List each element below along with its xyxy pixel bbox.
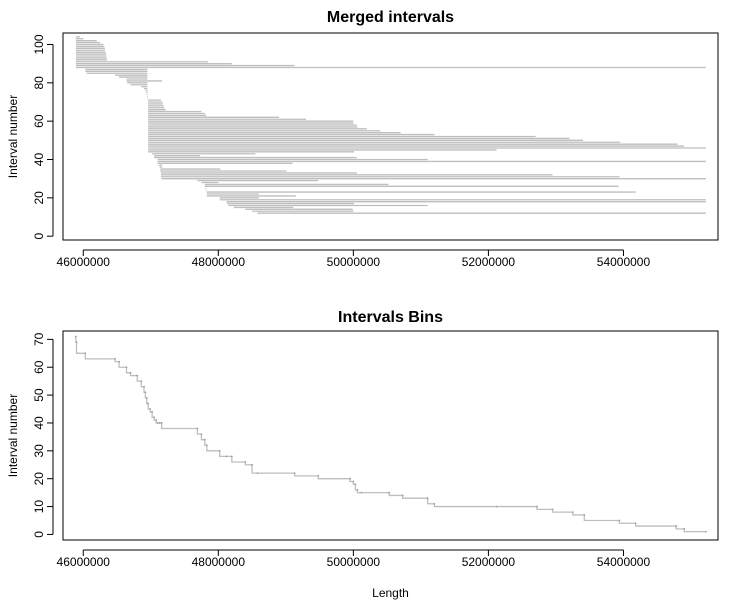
chart-panel-2: Intervals Bins 46000000 48000000 50000000 52…: [6, 309, 719, 600]
x-axis: 46000000 48000000 50000000 52000000 54000000: [57, 249, 651, 269]
bin-point: [360, 491, 363, 494]
y-axis: 0 10 20 30 40 50 60 70: [32, 332, 54, 538]
bin-point: [634, 522, 637, 525]
y-tick-label: 20: [32, 472, 46, 486]
bin-point: [205, 444, 208, 447]
y-tick-label: 20: [32, 191, 46, 205]
x-tick-label: 46000000: [57, 555, 111, 569]
bin-point: [356, 488, 359, 491]
bin-point: [144, 391, 147, 394]
bin-point: [151, 410, 154, 413]
bin-point: [571, 511, 574, 514]
bin-point: [354, 483, 357, 486]
y-axis-label: Interval number: [6, 95, 20, 178]
bin-point: [147, 402, 149, 405]
data-marks: [74, 335, 707, 533]
x-tick-label: 52000000: [462, 555, 516, 569]
bin-point: [200, 433, 203, 436]
bin-point: [230, 455, 233, 458]
y-tick-label: 60: [32, 360, 46, 374]
bin-point: [118, 360, 120, 363]
bin-point: [704, 530, 707, 533]
bin-point: [74, 335, 77, 338]
bin-point: [583, 514, 586, 516]
plot-frame: [62, 330, 719, 541]
x-tick-label: 48000000: [192, 555, 246, 569]
x-tick-label: 50000000: [327, 255, 381, 269]
bin-point: [158, 422, 161, 424]
bin-point: [618, 519, 621, 522]
x-tick-label: 50000000: [327, 555, 381, 569]
chart-title: Merged intervals: [327, 9, 454, 26]
chart-panel-1: Merged intervals 46000000 48000000 50000000…: [6, 9, 719, 269]
y-tick-label: 50: [32, 388, 46, 402]
y-tick-label: 100: [32, 34, 46, 54]
bin-point: [140, 380, 143, 383]
bin-point: [160, 422, 163, 424]
bin-point: [225, 455, 228, 458]
bin-point: [156, 422, 159, 424]
bin-point: [75, 341, 78, 344]
bin-point: [143, 385, 145, 388]
y-tick-label: 60: [32, 114, 46, 128]
bin-point: [136, 374, 139, 377]
bin-point: [352, 480, 355, 483]
plot-frame: [62, 32, 719, 241]
x-axis: 46000000 48000000 50000000 52000000 54000000: [57, 549, 651, 569]
data-marks: [75, 36, 706, 214]
y-tick-label: 0: [32, 233, 46, 240]
bin-point: [349, 477, 351, 480]
x-tick-label: 46000000: [57, 255, 111, 269]
bin-point: [203, 438, 206, 441]
y-tick-label: 40: [32, 153, 46, 167]
bin-point: [256, 472, 259, 475]
x-tick-label: 48000000: [192, 255, 246, 269]
bin-point: [244, 461, 247, 463]
bin-point: [196, 427, 199, 430]
bin-point: [433, 502, 436, 505]
bin-point: [129, 371, 132, 374]
y-axis-label: Interval number: [6, 394, 20, 477]
bin-point: [426, 497, 429, 500]
bin-point: [401, 494, 404, 497]
bin-point: [145, 396, 148, 399]
bin-point: [149, 408, 152, 410]
x-tick-label: 54000000: [597, 255, 651, 269]
bin-point: [155, 419, 158, 422]
y-tick-label: 10: [32, 500, 46, 514]
bin-point: [84, 352, 87, 355]
bin-point: [293, 472, 296, 475]
chart-title: Intervals Bins: [338, 309, 443, 326]
bin-point: [153, 416, 156, 419]
bin-point: [114, 357, 116, 360]
bin-point: [388, 491, 391, 494]
y-tick-label: 40: [32, 416, 46, 430]
bin-point: [495, 505, 498, 508]
bin-step-line: [75, 336, 706, 533]
bin-point: [536, 505, 538, 508]
x-tick-label: 52000000: [462, 255, 516, 269]
y-tick-label: 80: [32, 76, 46, 90]
bin-point: [551, 508, 554, 511]
y-tick-label: 70: [32, 332, 46, 346]
x-axis-label: Length: [372, 586, 409, 600]
y-tick-label: 0: [32, 531, 46, 538]
y-axis: 0 20 40 60 80 100: [32, 34, 54, 240]
bin-point: [317, 475, 320, 477]
bin-point: [251, 463, 253, 466]
bin-point: [675, 525, 678, 527]
bin-point: [683, 527, 686, 530]
y-tick-label: 30: [32, 444, 46, 458]
bin-point: [125, 366, 128, 369]
bin-point: [218, 449, 221, 452]
x-tick-label: 54000000: [597, 555, 651, 569]
